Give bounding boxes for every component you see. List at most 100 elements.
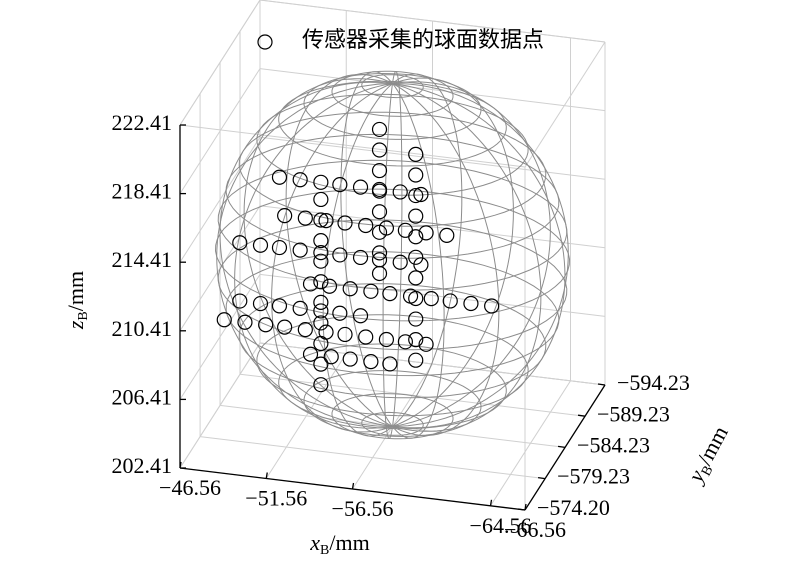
x-axis-unit: /mm <box>329 530 369 555</box>
data-point <box>408 167 424 183</box>
data-point <box>252 237 269 253</box>
sphere-meridian <box>392 83 566 429</box>
data-point <box>418 225 434 241</box>
y-tick-label: −579.23 <box>557 464 630 489</box>
sphere-parallel <box>214 188 571 322</box>
z-tick-label: 202.41 <box>112 453 173 478</box>
x-tick-label: −46.56 <box>159 475 221 500</box>
data-point <box>371 162 388 179</box>
x-tick <box>489 499 493 506</box>
sphere-wireframe <box>214 70 571 440</box>
data-point <box>382 356 398 372</box>
data-point <box>332 177 348 193</box>
data-point <box>332 305 348 321</box>
data-point <box>252 295 269 312</box>
legend: 传感器采集的球面数据点 <box>257 27 544 52</box>
grid-line <box>239 373 586 417</box>
legend-label: 传感器采集的球面数据点 <box>302 27 544 52</box>
data-point <box>313 377 329 393</box>
data-point <box>418 336 434 352</box>
y-tick <box>517 508 526 511</box>
data-point <box>337 215 353 231</box>
data-point <box>358 329 374 345</box>
data-point <box>277 319 293 335</box>
data-point <box>378 331 395 348</box>
data-point <box>439 227 455 243</box>
data-point <box>397 222 413 238</box>
z-tick-label: 222.41 <box>112 110 173 135</box>
data-point <box>371 183 388 199</box>
axes: 202.41 206.41 210.41 214.41 218.41 222.41 −46.… <box>112 110 690 542</box>
data-point <box>358 217 374 234</box>
x-axis-label: xB/mm <box>309 530 369 558</box>
data-point <box>408 187 424 204</box>
data-point <box>216 312 232 328</box>
data-point <box>258 317 274 333</box>
data-point <box>271 169 288 185</box>
data-point <box>313 212 329 228</box>
data-point <box>342 351 358 367</box>
grid-line <box>179 68 261 194</box>
data-point <box>313 174 329 190</box>
data-point <box>313 191 329 208</box>
z-axis-label: zB/mm <box>63 271 91 330</box>
sphere-meridian <box>219 81 393 427</box>
data-point <box>313 274 329 290</box>
data-point <box>408 146 424 163</box>
y-tick <box>597 383 606 386</box>
data-point <box>484 298 500 314</box>
x-tick-label: −66.56 <box>504 517 566 542</box>
data-point <box>332 247 348 263</box>
grid <box>179 0 606 511</box>
data-point <box>323 349 339 365</box>
data-point <box>423 291 439 307</box>
data-point <box>352 308 369 324</box>
grid-line <box>259 0 606 43</box>
data-point <box>342 281 358 297</box>
y-tick-label: −574.20 <box>537 495 610 520</box>
data-point <box>363 283 379 299</box>
data-point <box>408 352 424 368</box>
sphere-meridian <box>243 78 393 427</box>
data-point <box>337 326 353 343</box>
data-point <box>371 245 388 261</box>
sphere-meridian <box>392 70 403 427</box>
data-point <box>352 249 369 266</box>
z-tick-label: 206.41 <box>112 384 173 409</box>
data-point <box>302 346 319 362</box>
points <box>216 121 500 393</box>
y-tick <box>557 445 566 449</box>
data-point <box>277 208 293 224</box>
data-point <box>413 257 429 273</box>
data-point <box>408 229 424 245</box>
data-point <box>371 204 388 220</box>
x-tick <box>524 503 527 511</box>
y-tick <box>537 476 546 480</box>
data-point <box>297 322 313 338</box>
y-tick-label: −584.23 <box>577 432 650 457</box>
y-axis-unit: /mm <box>692 422 733 469</box>
sphere-meridian <box>322 83 393 437</box>
data-point <box>397 334 413 350</box>
sphere-meridian <box>382 83 393 440</box>
sphere-meridian <box>340 71 393 427</box>
grid-line <box>259 68 606 112</box>
sphere-meridian <box>271 83 393 433</box>
sphere-meridian <box>285 73 393 427</box>
sphere-meridian <box>234 83 393 429</box>
grid-line <box>259 205 606 249</box>
data-point <box>271 239 288 256</box>
data-point <box>321 278 338 294</box>
data-point <box>302 276 319 292</box>
grid-line <box>179 136 261 263</box>
z-axis-symbol: z <box>63 320 88 330</box>
data-point <box>463 295 479 312</box>
data-point <box>313 335 329 352</box>
data-point <box>318 213 334 229</box>
data-point <box>371 265 388 282</box>
data-point <box>413 186 429 203</box>
data-point <box>313 245 329 261</box>
data-point <box>371 121 388 138</box>
grid-line <box>179 0 261 126</box>
data-point <box>237 314 253 330</box>
